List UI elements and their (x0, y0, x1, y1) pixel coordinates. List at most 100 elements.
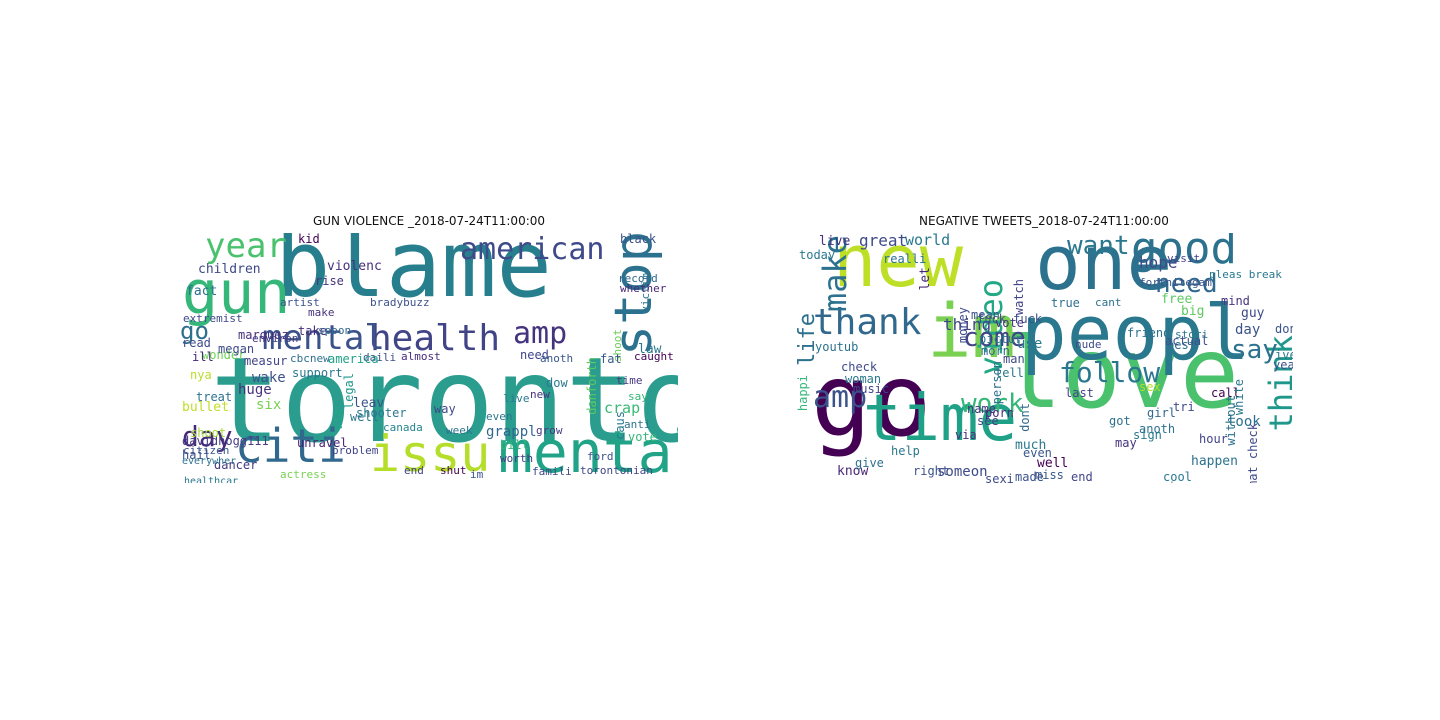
cloud-word: money (956, 307, 970, 344)
cloud-word: automat check (1246, 423, 1260, 483)
cloud-word: visit (1167, 252, 1201, 265)
cloud-word: leav (353, 396, 385, 411)
cloud-word: check (841, 360, 878, 374)
cloud-word: bill (500, 438, 529, 452)
cloud-word: vote (628, 430, 657, 444)
cloud-word: hope (1139, 253, 1178, 272)
cloud-word: don (1275, 322, 1293, 336)
cloud-word: way (434, 402, 456, 416)
cloud-word: even (1023, 446, 1052, 460)
cloud-word: amp (513, 316, 568, 351)
cloud-word: year (205, 233, 287, 266)
cloud-word: name (967, 402, 996, 416)
cloud-word: via (331, 409, 345, 431)
cloud-word: love (1003, 317, 1240, 431)
cloud-word: view (1161, 481, 1190, 483)
cloud-word: tell (995, 366, 1024, 380)
cloud-word: music (853, 382, 890, 396)
cloud-word: end (404, 464, 424, 477)
cloud-word: year (1273, 358, 1293, 372)
word-cloud-negative-tweets: love new go one peopl time im good thank amp make v… (795, 233, 1293, 483)
cloud-word: extremist (183, 312, 243, 325)
cloud-word: end (1071, 470, 1093, 483)
cloud-word: need (520, 348, 549, 362)
cloud-word: canada (383, 421, 423, 434)
cloud-word: good (1131, 233, 1237, 274)
cloud-word: violenc (327, 259, 382, 274)
cloud-word: actress (280, 468, 327, 481)
cloud-word: via (955, 428, 977, 442)
cloud-word: work (961, 389, 1024, 419)
cloud-word: blame (275, 233, 552, 318)
cloud-word: sexi (985, 472, 1014, 483)
cloud-word: great (859, 233, 908, 250)
cloud-word: anti (624, 418, 651, 431)
cloud-word: almost (401, 350, 441, 363)
cloud-word: spoon (318, 324, 352, 337)
cloud-word: pictur (979, 332, 1023, 346)
cloud-word: take (298, 324, 327, 338)
cloud-word: danforth (585, 357, 599, 415)
cloud-word: sign (1133, 428, 1162, 442)
cloud-word: legal (342, 373, 356, 410)
panel-title-gun-violence: GUN VIOLENCE _2018-07-24T11:00:00 (312, 214, 546, 228)
cloud-word: citi (235, 419, 346, 473)
cloud-word: healthcar (184, 476, 239, 484)
cloud-word: grow (536, 424, 563, 437)
cloud-word: nya (190, 368, 212, 382)
cloud-word: caught (634, 350, 674, 363)
cloud-word: children (198, 262, 261, 277)
cloud-word: vote (995, 316, 1024, 330)
cloud-word: dancer (214, 458, 258, 472)
cloud-word: live (819, 234, 851, 249)
cloud-word: daili (363, 351, 397, 364)
cloud-word: amp (813, 380, 868, 415)
cloud-word: pleas break (1209, 268, 1282, 281)
cloud-word: got (1109, 414, 1131, 428)
cloud-word: much (1015, 438, 1047, 453)
cloud-word: mental (498, 418, 678, 483)
cloud-word: torontonian (580, 464, 653, 477)
cloud-word: last (1065, 386, 1094, 400)
cloud-word: worth (500, 452, 534, 465)
cloud-word: new (530, 388, 550, 401)
cloud-word: megan (218, 342, 255, 356)
cloud-word: ford (587, 450, 614, 463)
cloud-word: world (905, 233, 951, 249)
cloud-word: mind (1221, 294, 1250, 308)
cloud-word: call (1211, 386, 1240, 400)
cloud-word: big (1181, 304, 1205, 319)
cloud-word: come (963, 323, 1026, 353)
cloud-word: mean (971, 308, 1000, 322)
cloud-word: best (1167, 338, 1196, 352)
cloud-word: thing (943, 315, 992, 334)
cloud-word: woman (845, 372, 882, 386)
cloud-word: cbcnew (290, 352, 330, 365)
cloud-word: gun (182, 258, 291, 328)
cloud-word: ive (1275, 348, 1293, 362)
cloud-word: happen (1191, 454, 1238, 469)
cloud-word: today (799, 248, 836, 262)
cloud-word: help (891, 444, 920, 458)
cloud-word: shooter (356, 406, 407, 420)
cloud-word: happi (796, 375, 810, 412)
cloud-word: man (1003, 352, 1025, 366)
cloud-word: person (990, 361, 1004, 405)
cloud-word: shut (440, 464, 467, 477)
cloud-word: dont (1018, 403, 1032, 432)
cloud-word: live (503, 392, 530, 405)
cloud-word: treat (196, 390, 233, 404)
cloud-word: youtub (815, 340, 859, 354)
cloud-word: know (837, 464, 869, 479)
cloud-word: well (1037, 456, 1069, 471)
cloud-word: huge (238, 382, 272, 398)
cloud-word: ill (192, 350, 214, 364)
cloud-word: anoth (540, 352, 574, 365)
cloud-word: six (256, 397, 282, 413)
cloud-word: marquez (238, 328, 289, 342)
cloud-word: made (1015, 470, 1044, 483)
word-cloud-gun-violence: torontoblamegunmentalstophealthmentaliss… (180, 233, 678, 483)
cloud-word: read (182, 336, 211, 350)
cloud-word: sex (1139, 380, 1161, 394)
cloud-word: davidhogg111 (182, 434, 269, 448)
